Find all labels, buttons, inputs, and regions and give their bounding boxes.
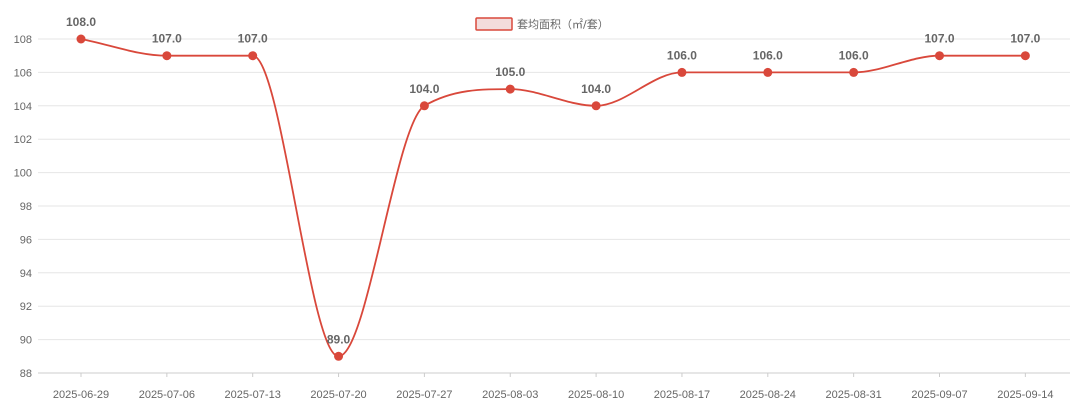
data-point[interactable] <box>505 84 515 94</box>
data-label: 89.0 <box>327 332 351 346</box>
x-tick-label: 2025-09-07 <box>911 389 967 401</box>
data-label: 107.0 <box>1010 32 1040 46</box>
data-point[interactable] <box>334 351 344 361</box>
y-tick-label: 88 <box>20 368 32 380</box>
data-point[interactable] <box>419 101 429 111</box>
data-point[interactable] <box>1020 51 1030 61</box>
series-line <box>80 38 1026 358</box>
data-label: 104.0 <box>409 82 439 96</box>
x-tick-label: 2025-08-24 <box>740 389 796 401</box>
x-tick-label: 2025-08-31 <box>826 389 882 401</box>
x-tick-label: 2025-06-29 <box>53 389 109 401</box>
y-tick-label: 90 <box>20 335 32 347</box>
y-tick-label: 104 <box>14 101 32 113</box>
x-tick-label: 2025-07-27 <box>396 389 452 401</box>
data-point[interactable] <box>849 67 859 77</box>
data-label: 107.0 <box>924 32 954 46</box>
x-axis: 2025-06-29 2025-07-06 2025-07-13 2025-07-20… <box>38 372 1070 401</box>
y-tick-label: 106 <box>14 67 32 79</box>
data-points <box>76 34 1030 361</box>
legend[interactable]: 套均面积（㎡/套） <box>475 17 609 31</box>
y-tick-label: 92 <box>20 301 32 313</box>
data-point[interactable] <box>677 67 687 77</box>
legend-label[interactable]: 套均面积（㎡/套） <box>517 18 609 31</box>
data-label: 107.0 <box>152 32 182 46</box>
x-tick-label: 2025-07-20 <box>310 389 366 401</box>
y-axis: 108 106 104 102 100 98 96 94 92 90 88 <box>14 34 32 380</box>
data-label: 106.0 <box>753 48 783 62</box>
data-labels: 108.0 107.0 107.0 89.0 104.0 105.0 104.0 106.0 1… <box>66 15 1041 346</box>
x-tick-label: 2025-08-10 <box>568 389 624 401</box>
data-point[interactable] <box>248 51 258 61</box>
y-tick-label: 96 <box>20 234 32 246</box>
x-tick-label: 2025-07-06 <box>139 389 195 401</box>
data-point[interactable] <box>763 67 773 77</box>
legend-swatch[interactable] <box>475 17 513 31</box>
y-tick-label: 108 <box>14 34 32 46</box>
data-label: 106.0 <box>839 48 869 62</box>
data-point[interactable] <box>162 51 172 61</box>
data-label: 107.0 <box>238 32 268 46</box>
data-label: 104.0 <box>581 82 611 96</box>
data-label: 108.0 <box>66 15 96 29</box>
data-point[interactable] <box>76 34 86 44</box>
x-tick-label: 2025-09-14 <box>997 389 1053 401</box>
grid <box>38 38 1070 374</box>
y-tick-label: 100 <box>14 168 32 180</box>
y-tick-label: 98 <box>20 201 32 213</box>
data-label: 105.0 <box>495 65 525 79</box>
series <box>80 38 1026 358</box>
y-tick-label: 94 <box>20 268 32 280</box>
x-tick-label: 2025-07-13 <box>225 389 281 401</box>
x-tick-label: 2025-08-03 <box>482 389 538 401</box>
x-tick-label: 2025-08-17 <box>654 389 710 401</box>
y-tick-label: 102 <box>14 134 32 146</box>
data-point[interactable] <box>935 51 944 61</box>
data-label: 106.0 <box>667 48 697 62</box>
data-point[interactable] <box>591 101 601 111</box>
